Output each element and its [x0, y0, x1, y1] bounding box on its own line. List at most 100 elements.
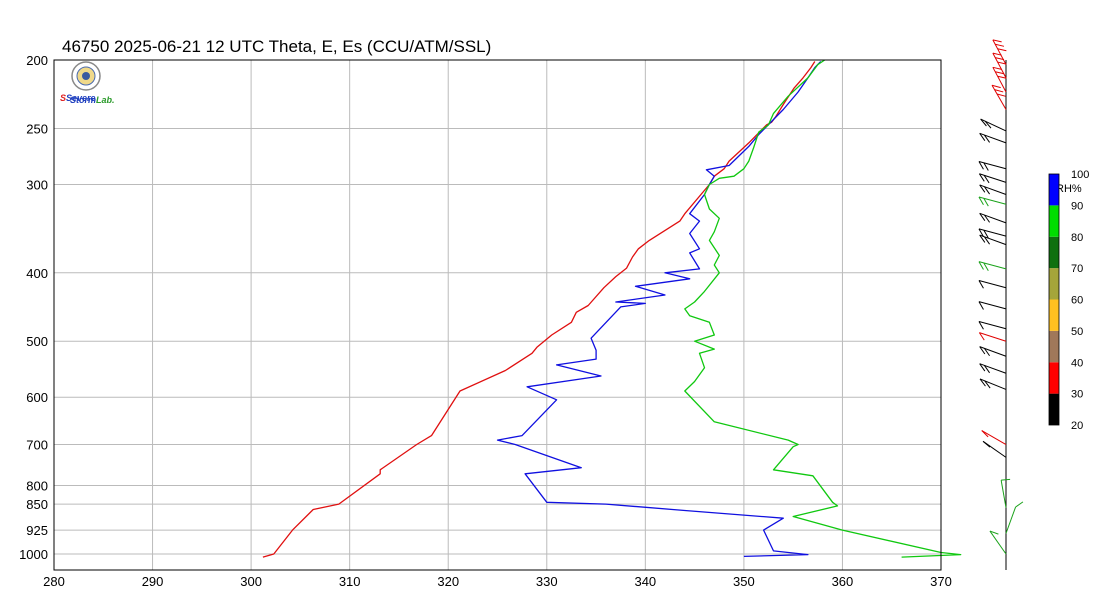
logo-word-lab: Lab. — [96, 95, 115, 105]
barb-flag — [995, 71, 1005, 75]
wind-barb — [1005, 501, 1024, 534]
wind-barb — [991, 84, 1007, 110]
barb-flag — [978, 173, 985, 182]
wind-barb — [978, 196, 1007, 207]
wind-barb — [978, 228, 1007, 239]
barb-flag — [992, 66, 1002, 70]
barb-flag — [978, 261, 984, 270]
colorbar-segment — [1049, 330, 1059, 363]
y-tick-label: 700 — [26, 438, 48, 453]
colorbar-tick: 40 — [1071, 357, 1083, 369]
x-tick-label: 360 — [832, 574, 854, 589]
barb-flag — [979, 346, 986, 355]
colorbar-segment — [1049, 393, 1059, 425]
barb-shaft — [979, 234, 1007, 246]
severe-storm-lab-logo: SSevere Storm Lab. — [60, 61, 115, 105]
barb-shaft — [978, 279, 1007, 289]
barb-flag — [997, 48, 1007, 52]
y-tick-label: 850 — [26, 497, 48, 512]
barb-flag — [997, 61, 1007, 65]
barb-shaft — [979, 173, 1007, 183]
wind-barb — [979, 212, 1007, 224]
barb-flag — [981, 430, 989, 438]
barb-shaft — [979, 378, 1007, 390]
barb-shaft — [992, 39, 1007, 65]
x-axis-ticks: 280 290 300 310 320 330 340 350 360 370 — [43, 574, 952, 589]
barb-shaft — [1000, 480, 1007, 508]
wind-barb — [978, 173, 1007, 184]
barb-flag — [996, 93, 1006, 97]
barb-flag — [982, 440, 991, 448]
logo-word-severe: SSevere — [60, 93, 96, 103]
colorbar-frame — [1048, 173, 1060, 426]
series-line — [684, 59, 962, 558]
x-tick-label: 280 — [43, 574, 65, 589]
y-tick-label: 250 — [26, 121, 48, 136]
barb-shaft — [978, 320, 1007, 330]
barb-shaft — [980, 118, 1007, 132]
barb-flag — [979, 133, 986, 141]
barb-flag — [983, 198, 989, 207]
barb-flag — [978, 228, 984, 237]
barb-shaft — [979, 332, 1007, 342]
y-axis-ticks: 200 250 300 400 500 600 700 800 850 925 1000 — [19, 53, 48, 562]
barb-shaft — [992, 52, 1007, 79]
barb-flag — [995, 43, 1005, 47]
wind-barb — [979, 378, 1007, 390]
barb-flag — [978, 321, 984, 330]
barb-shaft — [978, 228, 1007, 237]
barb-flag — [983, 229, 989, 239]
barb-flag — [997, 75, 1007, 79]
barb-flag — [995, 57, 1005, 61]
wind-barb — [979, 184, 1007, 195]
barb-flag — [983, 175, 990, 184]
barb-shaft — [992, 67, 1007, 93]
barb-shaft — [1005, 506, 1017, 534]
barb-flag — [983, 262, 989, 271]
wind-barb — [978, 279, 1007, 289]
y-tick-label: 600 — [26, 390, 48, 405]
colorbar-segment — [1049, 205, 1059, 237]
colorbar-tick: 30 — [1071, 389, 1083, 401]
wind-barb — [978, 301, 1007, 310]
barb-shaft — [978, 301, 1007, 310]
y-tick-label: 800 — [26, 479, 48, 494]
y-tick-label: 925 — [26, 523, 48, 538]
barb-flag — [978, 161, 984, 170]
barb-flag — [978, 301, 984, 310]
barb-shaft — [978, 261, 1007, 270]
x-tick-label: 350 — [733, 574, 755, 589]
colorbar-tick: 80 — [1071, 232, 1083, 244]
barb-flag — [978, 280, 984, 289]
barb-shaft — [979, 346, 1007, 357]
colorbar-tick: 100 — [1071, 169, 1089, 181]
barb-flag — [984, 236, 990, 245]
gridlines — [53, 59, 942, 570]
barb-flag — [984, 348, 990, 357]
wind-barb — [992, 39, 1007, 65]
barb-flag — [1001, 478, 1011, 481]
colorbar-segment — [1049, 299, 1059, 331]
colorbar-segment — [1049, 268, 1059, 300]
x-tick-label: 310 — [339, 574, 361, 589]
series-line — [496, 61, 822, 558]
barb-flag — [980, 118, 987, 127]
series-layer — [262, 59, 962, 558]
barb-flag — [979, 378, 986, 387]
barb-flag — [984, 214, 990, 223]
barb-flag — [984, 365, 990, 374]
barb-flag — [992, 39, 1002, 43]
x-tick-label: 300 — [240, 574, 262, 589]
barb-flag — [984, 120, 992, 129]
barb-flag — [979, 213, 986, 221]
barb-flag — [1015, 501, 1024, 508]
barb-flag — [984, 134, 990, 143]
wind-barb — [978, 320, 1007, 330]
barb-shaft — [991, 85, 1007, 110]
barb-shaft — [979, 363, 1007, 374]
y-tick-label: 400 — [26, 266, 48, 281]
wind-barb — [992, 52, 1007, 79]
wind-barb — [979, 234, 1007, 246]
barb-flag — [983, 162, 989, 171]
